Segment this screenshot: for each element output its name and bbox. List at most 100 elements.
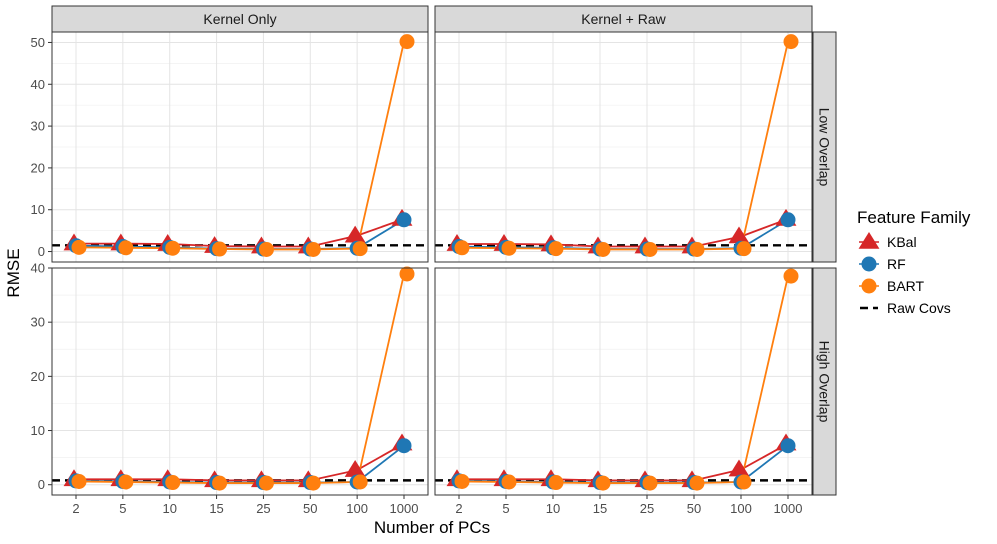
panel-border: [51, 267, 429, 496]
y-axis-title: RMSE: [4, 248, 23, 297]
bart-point: [258, 241, 274, 257]
bart-point: [501, 240, 517, 256]
facet-strips: Kernel Only Kernel + Raw Low Overlap High O…: [51, 5, 837, 496]
x-tick-label: 2: [72, 501, 79, 516]
bart-point: [118, 474, 134, 490]
bart-point: [595, 241, 611, 257]
x-tick-label: 25: [640, 501, 654, 516]
legend-title: Feature Family: [857, 208, 971, 227]
bart-point: [736, 241, 752, 257]
y-tick-label: 40: [31, 77, 45, 92]
bart-point: [352, 241, 368, 257]
legend: Feature Family KBal RF BART Raw Covs: [857, 208, 971, 316]
x-tick-label: 1000: [390, 501, 419, 516]
panel-border: [434, 267, 813, 496]
row-strip-label: Low Overlap: [817, 108, 833, 187]
kbal-point: [728, 226, 750, 244]
bart-point: [736, 474, 752, 490]
rf-point: [396, 438, 412, 454]
x-tick-label: 10: [546, 501, 560, 516]
y-tick-label: 0: [38, 244, 45, 259]
legend-key-triangle: [858, 231, 880, 249]
x-tick-label: 100: [730, 501, 752, 516]
y-tick-label: 30: [31, 315, 45, 330]
panel-kernel-raw-high-overlap: [434, 267, 813, 496]
y-tick-label: 50: [31, 35, 45, 50]
x-tick-label: 25: [256, 501, 270, 516]
bart-point: [399, 34, 415, 50]
bart-point: [212, 475, 228, 491]
x-tick-label: 100: [346, 501, 368, 516]
x-tick-label: 2: [455, 501, 462, 516]
legend-item-kbal: KBal: [858, 231, 917, 250]
row-strip-label: High Overlap: [817, 341, 833, 423]
bart-point: [783, 268, 799, 284]
panel-kernel-raw-low-overlap: [434, 31, 813, 263]
y-tick-label: 30: [31, 119, 45, 134]
legend-label: KBal: [887, 234, 917, 250]
y-tick-label: 10: [31, 423, 45, 438]
bart-point: [595, 475, 611, 491]
bart-point: [305, 475, 321, 491]
x-tick-label: 50: [687, 501, 701, 516]
strip-background: [812, 267, 837, 496]
legend-label: BART: [887, 278, 925, 294]
bart-point: [118, 240, 134, 256]
x-tick-label: 1000: [774, 501, 803, 516]
bart-point: [71, 239, 87, 255]
bart-point: [454, 473, 470, 489]
legend-item-raw: Raw Covs: [860, 300, 951, 316]
y-tick-label: 20: [31, 160, 45, 175]
strip-background: [51, 5, 429, 33]
kbal-point: [344, 225, 366, 243]
row-strip: High Overlap: [812, 267, 837, 496]
bart-point: [548, 241, 564, 257]
strip-background: [812, 31, 837, 263]
x-tick-label: 10: [162, 501, 176, 516]
bart-point: [352, 474, 368, 490]
legend-key-circle: [861, 278, 877, 294]
y-tick-label: 40: [31, 261, 45, 276]
strip-background: [434, 5, 813, 33]
kbal-point: [728, 459, 750, 477]
panel-background: [435, 268, 812, 495]
legend-key-circle: [861, 256, 877, 272]
panels-layer: [51, 31, 813, 496]
panel-background: [52, 268, 428, 495]
x-tick-label: 50: [303, 501, 317, 516]
legend-label: RF: [887, 256, 906, 272]
bart-point: [71, 473, 87, 489]
rf-point: [780, 212, 796, 228]
bart-point: [642, 241, 658, 257]
bart-point: [783, 34, 799, 50]
bart-point: [689, 475, 705, 491]
column-strip: Kernel + Raw: [434, 5, 813, 33]
bart-point: [642, 475, 658, 491]
bart-point: [305, 241, 321, 257]
panel-kernel-only-high-overlap: [51, 266, 429, 496]
kbal-point: [344, 460, 366, 477]
x-tick-label: 5: [119, 501, 126, 516]
bart-point: [454, 240, 470, 256]
row-strip: Low Overlap: [812, 31, 837, 263]
bart-point: [212, 241, 228, 257]
x-axis-title: Number of PCs: [374, 518, 490, 537]
x-tick-label: 5: [502, 501, 509, 516]
rf-point: [780, 438, 796, 454]
column-strip: Kernel Only: [51, 5, 429, 33]
bart-point: [165, 475, 181, 491]
column-strip-label: Kernel Only: [203, 11, 276, 27]
x-tick-label: 15: [209, 501, 223, 516]
bart-point: [258, 475, 274, 491]
bart-point: [501, 474, 517, 490]
bart-point: [399, 266, 415, 282]
rf-point: [396, 212, 412, 228]
column-strip-label: Kernel + Raw: [581, 11, 666, 27]
legend-item-rf: RF: [859, 256, 906, 272]
bart-point: [548, 475, 564, 491]
bart-point: [165, 240, 181, 256]
legend-item-bart: BART: [859, 278, 925, 294]
panel-kernel-only-low-overlap: [51, 31, 429, 263]
